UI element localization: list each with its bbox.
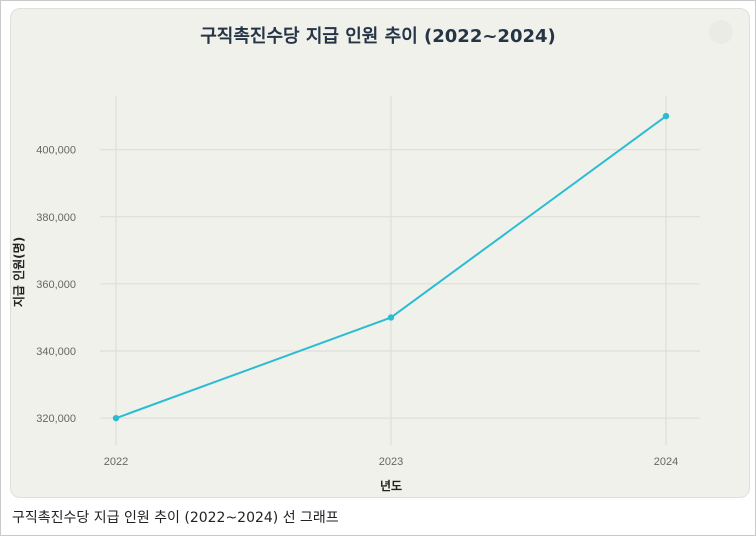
x-tick-label: 2023 (379, 456, 403, 468)
y-tick-label: 400,000 (36, 145, 76, 157)
grid-lines (100, 96, 700, 445)
x-tick-label: 2024 (654, 456, 678, 468)
chart-menu-button[interactable] (709, 20, 733, 44)
x-axis-label: 년도 (380, 479, 402, 493)
series-layer (112, 112, 670, 422)
chart-title: 구직촉진수당 지급 인원 추이 (2022~2024) (200, 26, 556, 47)
y-tick-label: 320,000 (36, 413, 76, 425)
y-axis-ticks: 320,000 340,000 360,000 380,000 400,000 (36, 145, 76, 425)
data-point (387, 314, 395, 321)
x-tick-label: 2022 (104, 456, 128, 468)
y-tick-label: 340,000 (36, 346, 76, 358)
x-axis-ticks: 2022 2023 2024 (104, 456, 678, 468)
data-point (112, 414, 120, 422)
y-tick-label: 360,000 (36, 279, 76, 291)
chart-card (10, 8, 750, 498)
figure-caption: 구직촉진수당 지급 인원 추이 (2022~2024) 선 그래프 (12, 510, 339, 526)
y-axis-label: 지급 인원(명) (11, 237, 26, 307)
data-point (662, 112, 670, 120)
y-tick-label: 380,000 (36, 212, 76, 224)
